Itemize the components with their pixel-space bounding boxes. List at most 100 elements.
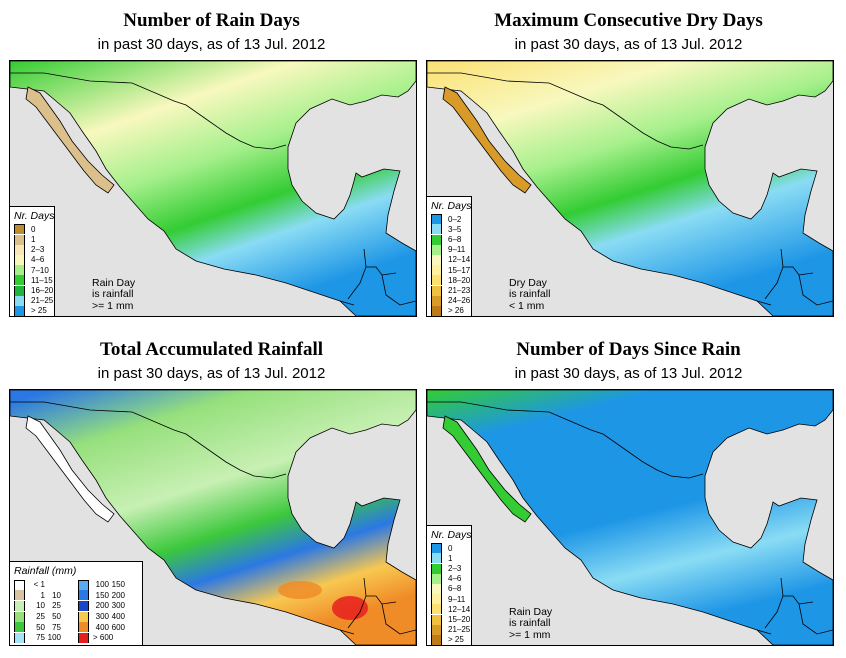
legend-swatch xyxy=(78,590,89,601)
map-canvas xyxy=(427,390,833,645)
legend-item: 400 600 xyxy=(78,622,142,633)
legend-range-high: 25 xyxy=(52,601,61,611)
legend-item: 24–26 xyxy=(427,295,471,306)
legend-item: 100 150 xyxy=(78,579,142,590)
legend-label: 18–20 xyxy=(448,275,471,285)
legend-item: 0–2 xyxy=(427,214,471,225)
legend-swatch xyxy=(431,543,442,554)
legend-rows: 0 1 2–3 4–6 7–10 11–15 16–20 21–25 > 25 xyxy=(10,224,54,316)
heavy-rain-patch xyxy=(332,596,368,620)
legend-swatch xyxy=(431,305,442,316)
legend-swatch xyxy=(431,275,442,286)
panel-rain-days: Number of Rain Days in past 30 days, as … xyxy=(0,0,423,329)
legend-range-low: 75 xyxy=(36,633,45,643)
legend-range-low: 50 xyxy=(36,622,45,632)
legend-range-high: 10 xyxy=(52,590,61,600)
legend-swatch xyxy=(14,224,25,235)
legend-item: 2–3 xyxy=(10,244,54,255)
legend-label: 11–15 xyxy=(31,275,53,285)
legend-item: 0 xyxy=(427,543,471,554)
legend-swatch xyxy=(431,624,442,635)
legend-label: 1 10 xyxy=(25,591,61,600)
legend-label: 7–10 xyxy=(31,265,49,275)
legend-label: 4–6 xyxy=(448,574,462,584)
land-mass xyxy=(10,61,416,316)
legend-item: 12–14 xyxy=(427,604,471,615)
legend-label: 75 100 xyxy=(25,633,61,642)
legend-range-high: 50 xyxy=(52,612,61,622)
legend-item: 150 200 xyxy=(78,590,142,601)
legend-label: > 600 xyxy=(89,633,125,642)
legend-range-low: 150 xyxy=(95,590,109,600)
legend-item: 7–10 xyxy=(10,265,54,276)
legend-range-high xyxy=(45,580,61,589)
legend-label: 0 xyxy=(448,543,453,553)
land-mass xyxy=(427,61,833,316)
legend-item: > 25 xyxy=(10,305,54,316)
legend-label: 21–25 xyxy=(448,625,471,635)
legend-label: 21–25 xyxy=(31,296,54,306)
legend-label: 9–11 xyxy=(448,245,466,255)
legend-label: 1 xyxy=(31,235,36,245)
map-canvas xyxy=(427,61,833,316)
legend-note: Rain Day is rainfall >= 1 mm xyxy=(509,605,553,642)
legend-swatch xyxy=(14,305,25,316)
legend-range-high: 150 xyxy=(111,580,125,590)
legend-label: 1 xyxy=(448,553,453,563)
panel-title: Maximum Consecutive Dry Days xyxy=(494,10,763,31)
legend-swatch xyxy=(14,590,25,601)
legend-label: 3–5 xyxy=(448,224,462,234)
legend-label: 6–8 xyxy=(448,235,462,245)
legend-label: 15–20 xyxy=(448,615,471,625)
legend-swatch xyxy=(78,600,89,611)
legend-note: Rain Day is rainfall >= 1 mm xyxy=(92,277,135,313)
legend-swatch xyxy=(431,214,442,225)
legend-label: 25 50 xyxy=(25,612,61,621)
legend-swatch xyxy=(431,224,442,235)
panel-subtitle: in past 30 days, as of 13 Jul. 2012 xyxy=(514,365,743,382)
legend-label: 300 400 xyxy=(89,612,125,621)
legend-label: 0 xyxy=(31,224,36,234)
legend-swatch xyxy=(431,634,442,645)
legend-grid: < 1 1 10 10 25 25 50 50 75 75 100 100 150 150 200 200 3… xyxy=(10,579,142,645)
legend-range-low: 400 xyxy=(95,622,109,632)
legend-label: 6–8 xyxy=(448,584,462,594)
map-canvas xyxy=(10,390,416,645)
panel-subtitle: in past 30 days, as of 13 Jul. 2012 xyxy=(514,36,743,53)
legend-item: 0 xyxy=(10,224,54,235)
legend-item: 9–11 xyxy=(427,244,471,255)
legend-swatch xyxy=(14,244,25,255)
legend-swatch xyxy=(431,285,442,296)
legend-title: Rainfall (mm) xyxy=(14,565,77,578)
legend-label: 21–23 xyxy=(448,286,471,296)
legend-range-high: 300 xyxy=(111,601,125,611)
legend-item: 2–3 xyxy=(427,563,471,574)
legend-label: 50 75 xyxy=(25,623,61,632)
legend-swatch xyxy=(431,265,442,276)
note-line: Rain Day xyxy=(509,605,553,618)
legend-swatch xyxy=(431,553,442,564)
legend-item: 9–11 xyxy=(427,594,471,605)
panel-title: Total Accumulated Rainfall xyxy=(99,339,324,360)
legend-swatch xyxy=(431,614,442,625)
legend-item: 3–5 xyxy=(427,224,471,235)
legend-range-high: 75 xyxy=(52,622,61,632)
legend: Nr. Days 0 1 2–3 4–6 7–10 11–15 16–20 21–25 > 25 xyxy=(10,206,56,316)
panel-days-since-rain: Number of Days Since Rain in past 30 day… xyxy=(417,329,840,658)
note-line: is rainfall xyxy=(509,617,551,629)
legend: Nr. Days 0 1 2–3 4–6 6–8 9–11 12–14 15–20 21–25 >… xyxy=(427,525,473,645)
legend-swatch xyxy=(431,254,442,265)
legend-label: 10 25 xyxy=(25,601,61,610)
legend-label: 400 600 xyxy=(89,623,125,632)
heavy-rain-patch xyxy=(278,581,322,599)
legend-swatch xyxy=(431,234,442,245)
legend-item: 25 50 xyxy=(14,611,78,622)
legend-range-low: 1 xyxy=(40,590,45,600)
legend-range-high: 200 xyxy=(111,590,125,600)
legend-swatch xyxy=(14,295,25,306)
legend-label: 100 150 xyxy=(89,580,125,589)
legend-item: 1 xyxy=(10,234,54,245)
legend-swatch xyxy=(78,622,89,633)
legend-range-low: < 1 xyxy=(33,580,45,590)
legend-item: 200 300 xyxy=(78,600,142,612)
